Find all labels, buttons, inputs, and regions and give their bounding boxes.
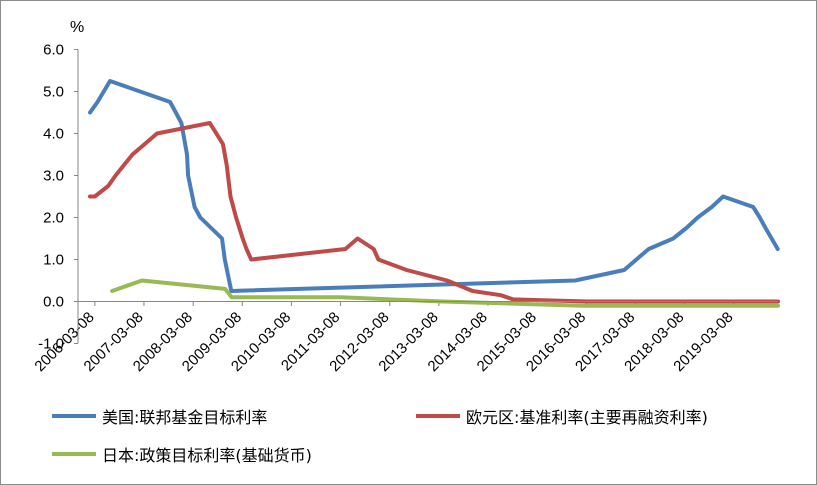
legend-label-us: 美国:联邦基金目标利率 xyxy=(102,408,268,427)
legend-swatch-us xyxy=(52,414,96,418)
y-tick-label: 6.0 xyxy=(43,42,64,59)
y-tick-label: 0.0 xyxy=(43,294,64,311)
series-line-japan xyxy=(110,278,780,308)
y-tick-label: 1.0 xyxy=(43,252,64,269)
legend-label-eurozone: 欧元区:基准利率(主要再融资利率) xyxy=(466,408,708,427)
y-tick-label: -1.0 xyxy=(38,336,64,353)
legend-swatch-japan xyxy=(52,452,96,456)
series-lines xyxy=(88,79,780,308)
y-tick-label: 4.0 xyxy=(43,126,64,143)
legend-item-japan: 日本:政策目标利率(基础货币) xyxy=(52,442,312,466)
legend-item-eurozone: 欧元区:基准利率(主要再融资利率) xyxy=(416,404,708,428)
y-tick-label: 3.0 xyxy=(43,168,64,185)
legend-label-japan: 日本:政策目标利率(基础货币) xyxy=(102,446,312,465)
legend-swatch-eurozone xyxy=(416,414,460,418)
y-axis-ticks: -1.0 0.0 1.0 2.0 3.0 4.0 5.0 6.0 xyxy=(38,42,78,353)
legend-item-us: 美国:联邦基金目标利率 xyxy=(52,404,267,428)
y-axis-unit-label: % xyxy=(70,19,84,36)
y-tick-label: 2.0 xyxy=(43,210,64,227)
y-tick-label: 5.0 xyxy=(43,84,64,101)
series-line-us xyxy=(88,79,780,293)
x-axis-ticks: 2006-03-082007-03-082008-03-082009-03-08… xyxy=(31,301,737,375)
series-line-eurozone xyxy=(88,121,780,304)
